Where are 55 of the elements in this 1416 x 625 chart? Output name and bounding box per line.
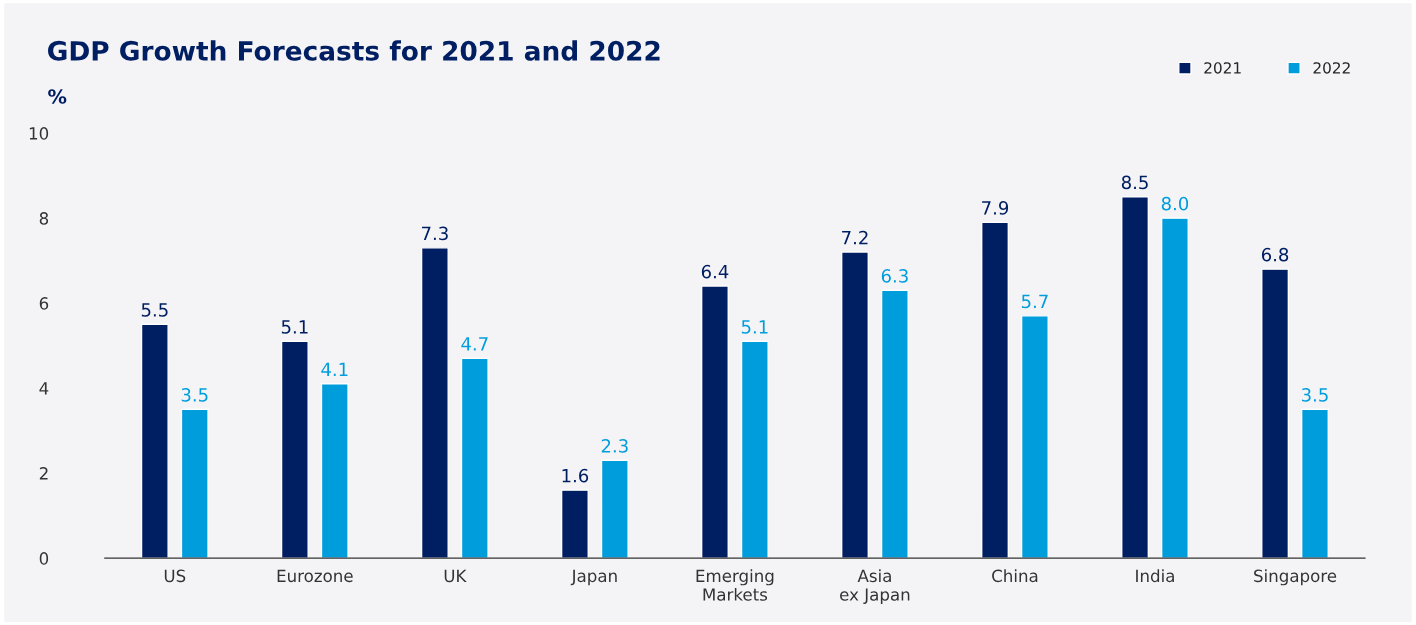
legend-label: 2022 (1313, 62, 1350, 74)
y-tick-label: 10 (29, 127, 49, 140)
bar (600, 459, 629, 559)
x-tick-label: UK (444, 569, 467, 583)
data-label: 5.1 (281, 320, 308, 334)
x-tick-label: US (164, 569, 186, 583)
x-tick-label: Singapore (1254, 569, 1337, 586)
chart-title: GDP Growth Forecasts for 2021 and 2022 (48, 40, 660, 61)
data-label: 7.3 (422, 226, 448, 241)
x-tick-label: Asia ex Japan (840, 569, 910, 605)
data-label: 6.8 (1261, 247, 1289, 262)
bar (420, 247, 449, 559)
bar (1020, 315, 1049, 559)
data-label: 4.1 (321, 362, 348, 376)
bar (140, 323, 169, 559)
bar (460, 357, 489, 559)
y-tick-label: 0 (39, 552, 49, 565)
data-label: 4.7 (461, 337, 488, 351)
bar (180, 408, 209, 559)
data-label: 6.4 (701, 264, 729, 279)
x-tick-label: China (992, 569, 1038, 583)
bar (1261, 268, 1290, 559)
bar (840, 251, 869, 559)
data-label: 5.1 (741, 320, 768, 334)
data-label: 8.5 (1121, 175, 1148, 190)
y-tick-label: 4 (39, 382, 49, 395)
x-tick-label: India (1136, 569, 1174, 583)
data-label: 5.5 (141, 303, 168, 317)
legend-label: 2021 (1204, 62, 1241, 74)
y-tick-label: 6 (39, 297, 49, 310)
y-tick-label: 8 (39, 212, 49, 225)
x-tick-label: Eurozone (277, 569, 353, 583)
data-label: 3.5 (181, 388, 208, 402)
data-label: 3.5 (1301, 388, 1328, 402)
data-label: 6.3 (881, 269, 908, 283)
bar (280, 340, 309, 559)
data-label: 7.9 (982, 201, 1009, 215)
bar (880, 289, 909, 559)
y-tick-label: 2 (39, 467, 48, 480)
y-axis-title: % (48, 89, 67, 104)
bar (560, 489, 589, 559)
bar (740, 340, 769, 559)
data-label: 1.6 (562, 468, 589, 483)
bar (700, 285, 729, 559)
x-tick-label: Japan (570, 569, 617, 586)
bar (1121, 196, 1150, 559)
data-label: 7.2 (842, 230, 868, 245)
bar (1300, 408, 1329, 559)
data-label: 8.0 (1161, 196, 1189, 211)
data-label: 5.7 (1021, 294, 1048, 309)
bar (981, 221, 1010, 559)
bar (320, 383, 349, 559)
bar (1160, 217, 1189, 559)
data-label: 2.3 (601, 439, 628, 453)
x-tick-label: Emerging Markets (696, 569, 774, 601)
